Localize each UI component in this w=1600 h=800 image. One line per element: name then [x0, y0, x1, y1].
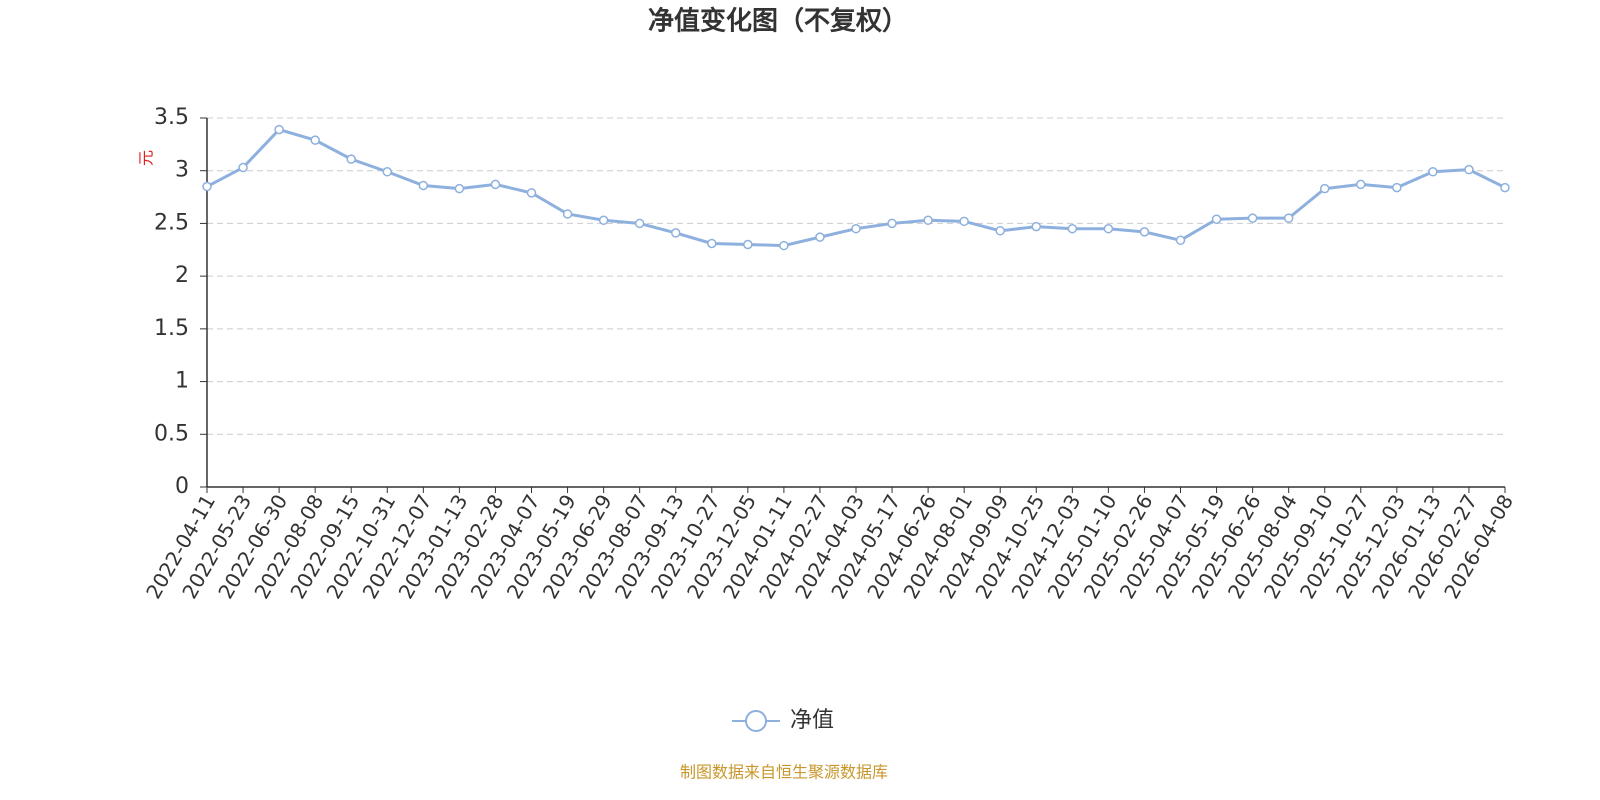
- data-point: [1283, 213, 1294, 223]
- y-tick-label: 3.5: [154, 105, 189, 130]
- data-point: [959, 216, 969, 227]
- data-point: [1500, 182, 1510, 193]
- data-point: [310, 135, 320, 145]
- data-point: [1428, 167, 1438, 177]
- data-point: [707, 238, 717, 249]
- chart-title: 净值变化图（不复权）: [648, 6, 908, 37]
- data-point: [346, 154, 356, 164]
- legend-marker: [745, 710, 767, 732]
- legend-label: 净值: [790, 708, 834, 733]
- data-point: [923, 215, 933, 226]
- data-point: [238, 162, 248, 173]
- data-point: [454, 183, 465, 194]
- source-note: 制图数据来自恒生聚源数据库: [680, 763, 888, 782]
- data-point: [670, 228, 681, 238]
- data-point: [1356, 179, 1366, 190]
- y-tick-label: 3: [175, 158, 189, 183]
- data-point: [995, 226, 1005, 236]
- data-point: [382, 167, 393, 177]
- data-point: [815, 232, 825, 242]
- data-point: [1031, 221, 1042, 232]
- data-point: [1067, 223, 1078, 234]
- data-point: [634, 218, 645, 229]
- y-tick-label: 2: [175, 263, 189, 288]
- data-point: [1392, 182, 1402, 193]
- data-point: [1175, 235, 1186, 246]
- y-axis-label: 元: [137, 150, 156, 166]
- data-point: [1247, 213, 1258, 223]
- data-point: [526, 188, 537, 198]
- y-tick-label: 1.5: [154, 316, 189, 341]
- data-point: [1103, 223, 1114, 234]
- y-tick-label: 1: [175, 369, 189, 394]
- data-point: [743, 239, 753, 250]
- data-point: [598, 215, 609, 226]
- data-point: [274, 124, 284, 135]
- data-point: [1139, 227, 1150, 237]
- y-tick-label: 0.5: [154, 421, 189, 446]
- data-point: [851, 223, 861, 234]
- data-point: [490, 179, 501, 190]
- data-point: [779, 240, 789, 251]
- data-point: [887, 218, 897, 229]
- data-point: [1464, 164, 1474, 175]
- data-point: [202, 181, 212, 192]
- data-point: [562, 209, 573, 219]
- y-tick-label: 0: [175, 474, 189, 499]
- data-point: [418, 180, 429, 191]
- y-tick-label: 2.5: [154, 210, 189, 235]
- data-point: [1211, 214, 1222, 224]
- data-point: [1319, 183, 1330, 194]
